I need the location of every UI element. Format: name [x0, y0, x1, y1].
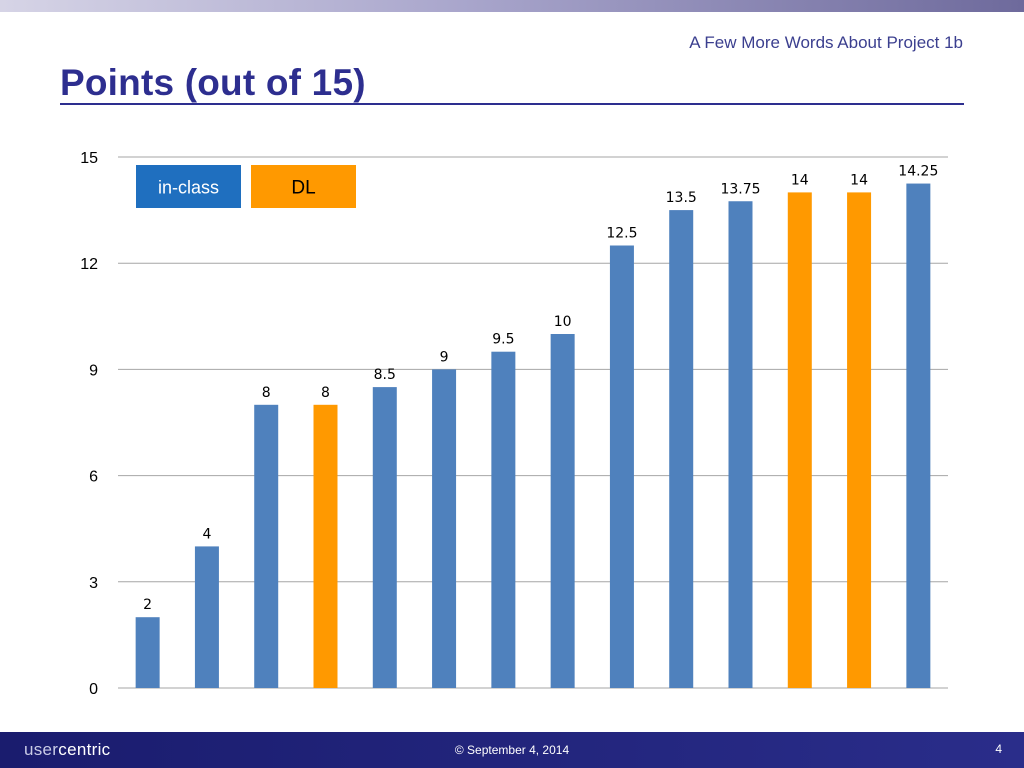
data-label: 8.5: [374, 367, 396, 383]
y-tick-label: 0: [89, 681, 98, 698]
data-label: 14: [791, 172, 809, 188]
usercentric-logo: usercentric: [24, 740, 110, 760]
bar: [372, 387, 397, 688]
bar: [194, 546, 219, 688]
y-tick-label: 12: [80, 256, 98, 273]
bar: [491, 351, 516, 688]
bar: [787, 192, 812, 688]
bar: [313, 404, 338, 688]
legend-label: in-class: [158, 178, 219, 198]
data-label: 12.5: [606, 226, 637, 242]
slide-subtitle: A Few More Words About Project 1b: [689, 33, 963, 52]
legend-label: DL: [291, 178, 315, 199]
y-tick-label: 9: [89, 362, 98, 379]
data-label: 14.25: [898, 164, 938, 180]
data-label: 13.5: [666, 190, 697, 206]
data-label: 14: [850, 172, 868, 188]
footer-bar: usercentric © September 4, 2014 4: [0, 732, 1024, 768]
bar: [432, 369, 457, 688]
data-label: 10: [554, 314, 572, 330]
slide-title: Points (out of 15): [60, 62, 366, 103]
data-label: 9: [440, 349, 449, 365]
footer-date: © September 4, 2014: [454, 743, 570, 757]
title-underline: [60, 103, 964, 105]
y-tick-label: 15: [80, 150, 98, 167]
page-number: 4: [995, 742, 1002, 756]
bar: [135, 617, 160, 688]
logo-prefix: user: [24, 740, 59, 759]
bar: [906, 183, 931, 689]
data-label: 13.75: [720, 181, 760, 197]
bar: [550, 334, 575, 688]
y-tick-label: 6: [89, 469, 98, 486]
legend-swatch: [251, 165, 356, 208]
bar: [669, 210, 694, 688]
bar: [847, 192, 872, 688]
data-label: 8: [262, 385, 271, 401]
logo-suffix: centric: [58, 740, 111, 759]
legend-swatch: [136, 165, 241, 208]
bar-chart: 0 3 6 9 12 15 2 4 8 8 8.5 9 9.5 10 12.5 13.5 13.75 14 14 14…: [80, 150, 948, 698]
data-label: 4: [202, 526, 211, 542]
bar: [254, 404, 279, 688]
data-label: 9.5: [492, 332, 514, 348]
bar: [609, 245, 634, 688]
bar: [728, 201, 753, 688]
y-tick-label: 3: [89, 575, 98, 592]
data-label: 2: [143, 597, 152, 613]
top-accent-band: [0, 0, 1024, 12]
data-label: 8: [321, 385, 330, 401]
